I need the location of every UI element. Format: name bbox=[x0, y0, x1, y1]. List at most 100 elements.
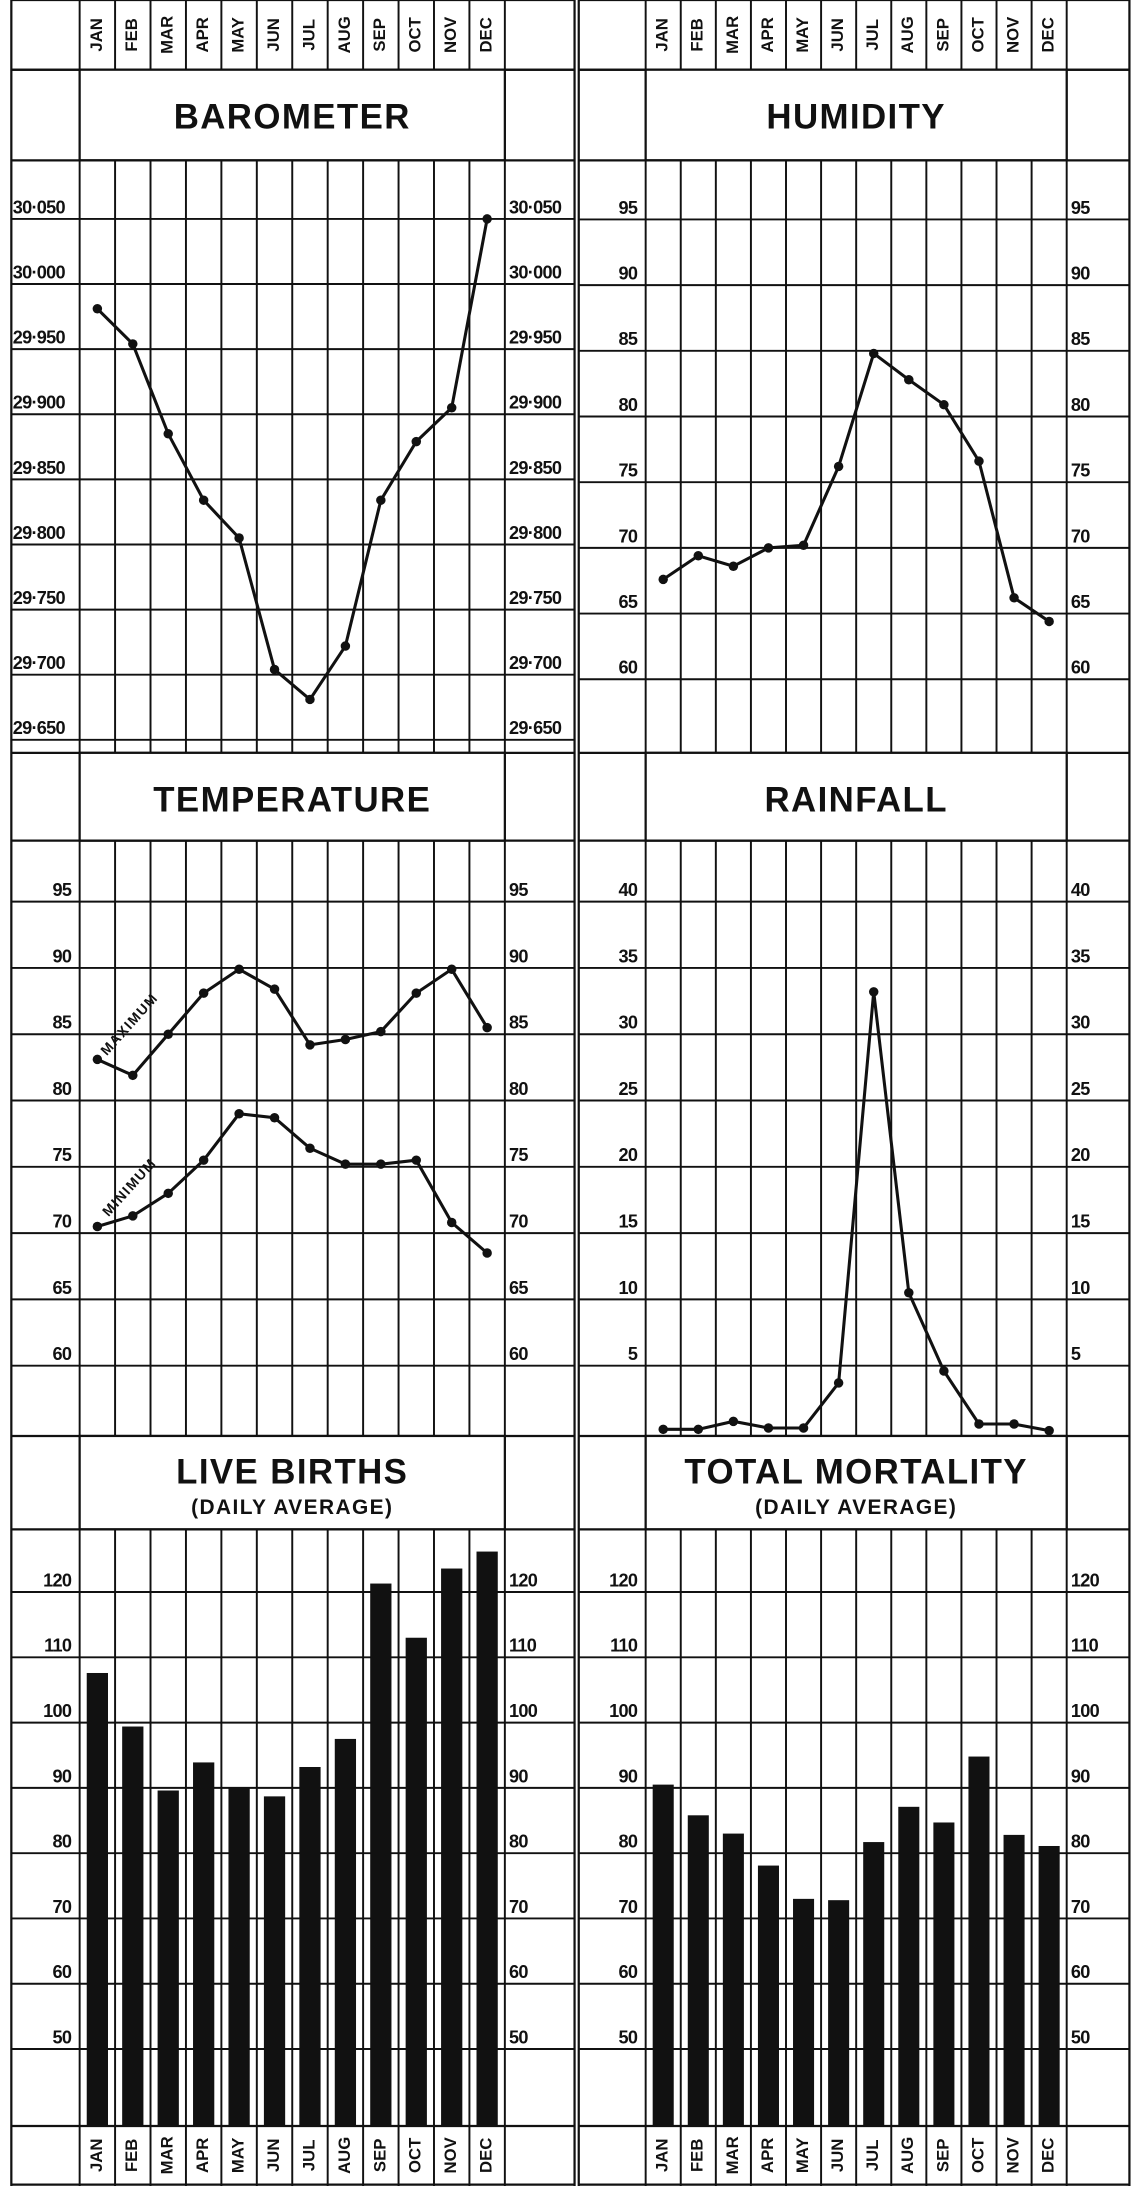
month-label: DEC bbox=[477, 2138, 496, 2173]
y-tick-label: 30·050 bbox=[13, 197, 66, 217]
month-label: MAY bbox=[793, 2138, 812, 2174]
data-point bbox=[798, 1423, 809, 1433]
title-box bbox=[78, 751, 506, 842]
bar bbox=[476, 1551, 498, 2127]
bar bbox=[1003, 1834, 1025, 2127]
month-label: JUL bbox=[299, 19, 318, 51]
month-label: NOV bbox=[1003, 16, 1022, 53]
data-point bbox=[411, 436, 422, 447]
y-tick-label: 29·800 bbox=[13, 523, 66, 543]
y-tick-label-right: 60 bbox=[509, 1962, 528, 1982]
y-tick-label-right: 5 bbox=[1071, 1344, 1081, 1364]
data-point bbox=[728, 561, 739, 572]
y-tick-label-right: 25 bbox=[1071, 1079, 1090, 1099]
y-tick-label: 29·900 bbox=[13, 393, 66, 413]
month-label: JUL bbox=[299, 2140, 318, 2172]
y-tick-label-right: 75 bbox=[1071, 461, 1090, 481]
bar bbox=[122, 1726, 144, 2127]
y-tick-label: 100 bbox=[609, 1701, 638, 1721]
y-tick-label: 65 bbox=[53, 1278, 72, 1298]
y-tick-label: 29·950 bbox=[13, 328, 66, 348]
month-label: OCT bbox=[968, 2137, 987, 2173]
data-point bbox=[340, 1034, 351, 1045]
month-label: FEB bbox=[122, 18, 141, 51]
y-tick-label: 80 bbox=[619, 1832, 638, 1852]
y-tick-label-right: 70 bbox=[509, 1897, 528, 1917]
y-tick-label-right: 20 bbox=[1071, 1145, 1090, 1165]
data-point bbox=[446, 964, 457, 975]
data-point bbox=[305, 1143, 315, 1153]
y-tick-label: 29·700 bbox=[13, 653, 66, 673]
month-label: JUL bbox=[863, 2140, 882, 2172]
data-point bbox=[128, 1070, 138, 1081]
bar bbox=[157, 1790, 179, 2127]
y-tick-label-right: 100 bbox=[509, 1701, 538, 1721]
data-point bbox=[833, 1378, 844, 1388]
bar bbox=[933, 1822, 955, 2127]
y-tick-label: 75 bbox=[53, 1145, 72, 1165]
data-point bbox=[868, 987, 879, 997]
title-box bbox=[644, 1434, 1068, 1531]
data-point bbox=[1009, 1419, 1019, 1429]
data-point bbox=[446, 403, 457, 413]
data-point bbox=[939, 1366, 949, 1376]
month-label: JUN bbox=[828, 2139, 847, 2172]
bar bbox=[405, 1637, 427, 2127]
y-tick-label-right: 29·900 bbox=[509, 393, 562, 413]
y-tick-label-right: 90 bbox=[1071, 264, 1090, 284]
month-label: JAN bbox=[653, 18, 672, 51]
title-box bbox=[78, 68, 506, 162]
data-point bbox=[833, 461, 844, 472]
data-point bbox=[658, 574, 668, 585]
month-label: MAY bbox=[229, 17, 248, 53]
data-point bbox=[763, 1423, 774, 1433]
month-label: JAN bbox=[87, 18, 106, 51]
y-tick-label: 75 bbox=[619, 461, 638, 481]
month-label: JUN bbox=[264, 2139, 283, 2172]
month-label: JAN bbox=[87, 2139, 106, 2172]
y-tick-label-right: 80 bbox=[509, 1079, 528, 1099]
month-label: OCT bbox=[406, 16, 425, 52]
month-label: AUG bbox=[335, 2137, 354, 2174]
y-tick-label-right: 80 bbox=[1071, 395, 1090, 415]
y-tick-label: 95 bbox=[53, 880, 72, 900]
month-label: DEC bbox=[1039, 17, 1058, 52]
bar bbox=[370, 1583, 392, 2127]
data-point bbox=[376, 495, 386, 505]
month-label: JUN bbox=[828, 18, 847, 51]
y-tick-label: 80 bbox=[53, 1832, 72, 1852]
y-tick-label-right: 95 bbox=[509, 880, 528, 900]
y-tick-label-right: 15 bbox=[1071, 1212, 1090, 1232]
y-tick-label-right: 70 bbox=[1071, 526, 1090, 546]
data-point bbox=[376, 1026, 386, 1037]
month-label: MAR bbox=[723, 2136, 742, 2174]
y-tick-label-right: 29·950 bbox=[509, 328, 562, 348]
y-tick-label: 60 bbox=[619, 658, 638, 678]
bar bbox=[441, 1568, 463, 2127]
y-tick-label-right: 10 bbox=[1071, 1278, 1090, 1298]
data-point bbox=[411, 988, 422, 998]
data-point bbox=[482, 1248, 492, 1258]
month-label: SEP bbox=[933, 2139, 952, 2172]
month-label: SEP bbox=[933, 18, 952, 51]
chart-subtitle: (DAILY AVERAGE) bbox=[191, 1496, 393, 1519]
y-tick-label: 110 bbox=[44, 1636, 72, 1656]
y-tick-label: 80 bbox=[619, 395, 638, 415]
y-tick-label: 90 bbox=[619, 1766, 638, 1786]
month-label: OCT bbox=[406, 2137, 425, 2173]
data-point bbox=[163, 1029, 173, 1039]
y-tick-label-right: 70 bbox=[1071, 1897, 1090, 1917]
y-tick-label-right: 65 bbox=[1071, 592, 1090, 612]
bar bbox=[793, 1898, 815, 2127]
month-label: JUL bbox=[863, 19, 882, 51]
data-point bbox=[234, 1109, 244, 1119]
month-label: NOV bbox=[441, 2136, 460, 2173]
data-point bbox=[92, 1221, 103, 1232]
y-tick-label: 60 bbox=[619, 1962, 638, 1982]
y-tick-label-right: 30·000 bbox=[509, 262, 562, 282]
data-point bbox=[658, 1424, 668, 1435]
data-line bbox=[96, 218, 489, 702]
data-point bbox=[446, 1217, 457, 1228]
month-label: MAR bbox=[723, 16, 742, 54]
data-point bbox=[1044, 616, 1054, 627]
